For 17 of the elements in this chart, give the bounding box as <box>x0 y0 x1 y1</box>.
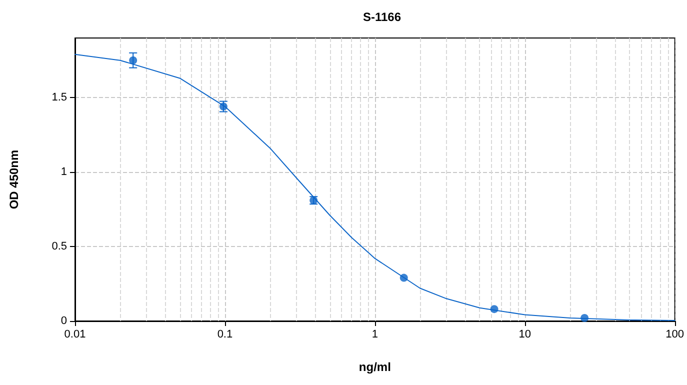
point <box>400 274 408 282</box>
y-tick-label: 1 <box>60 166 67 178</box>
chart-title: S-1166 <box>362 10 402 24</box>
point <box>129 56 138 64</box>
x-tick-label: 0.1 <box>217 328 233 340</box>
point <box>490 305 498 314</box>
x-tick-label: 100 <box>666 328 684 340</box>
y-tick-label: 0.5 <box>52 240 67 253</box>
y-tick-label: 0 <box>60 315 67 327</box>
y-tick-label: 1.5 <box>52 92 67 104</box>
x-tick-label: 10 <box>518 328 531 340</box>
y-axis-title: OD 450nm <box>7 150 21 210</box>
x-axis-title: ng/ml <box>358 360 391 374</box>
point <box>580 314 589 322</box>
point <box>219 102 228 111</box>
x-tick-label: 0.01 <box>64 328 86 340</box>
x-tick-label: 1 <box>372 328 378 340</box>
